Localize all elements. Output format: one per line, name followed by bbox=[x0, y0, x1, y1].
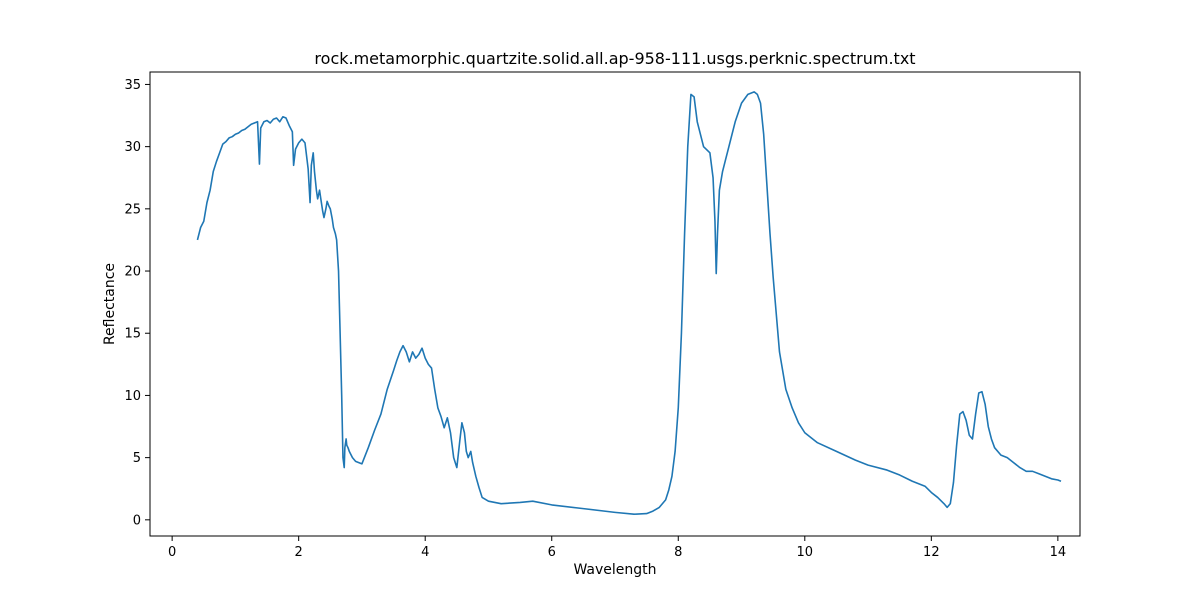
y-axis-label: Reflectance bbox=[102, 263, 118, 345]
x-tick-label: 0 bbox=[168, 545, 176, 560]
x-tick-label: 2 bbox=[295, 545, 303, 560]
x-tick-label: 14 bbox=[1050, 545, 1067, 560]
y-tick-label: 30 bbox=[124, 140, 141, 155]
x-axis-label: Wavelength bbox=[573, 562, 656, 578]
x-tick-label: 8 bbox=[674, 545, 682, 560]
series-layer bbox=[196, 91, 1062, 516]
y-tick-label: 0 bbox=[133, 513, 141, 528]
x-tick-label: 10 bbox=[797, 545, 814, 560]
y-tick-label: 25 bbox=[124, 202, 141, 217]
y-tick-label: 10 bbox=[124, 389, 141, 404]
x-axis: 0 2 4 6 8 10 12 14 bbox=[168, 536, 1066, 560]
y-tick-label: 5 bbox=[133, 451, 141, 466]
y-axis: 0 5 10 15 20 25 30 35 bbox=[124, 78, 150, 528]
chart-title: rock.metamorphic.quartzite.solid.all.ap-… bbox=[314, 49, 915, 68]
y-tick-label: 35 bbox=[124, 78, 141, 93]
x-tick-label: 12 bbox=[923, 545, 940, 560]
x-tick-label: 4 bbox=[421, 545, 429, 560]
x-tick-label: 6 bbox=[548, 545, 556, 560]
plot-frame bbox=[149, 71, 1081, 537]
series-line-0 bbox=[196, 91, 1062, 516]
y-tick-label: 20 bbox=[124, 265, 141, 280]
y-tick-label: 15 bbox=[124, 327, 141, 342]
